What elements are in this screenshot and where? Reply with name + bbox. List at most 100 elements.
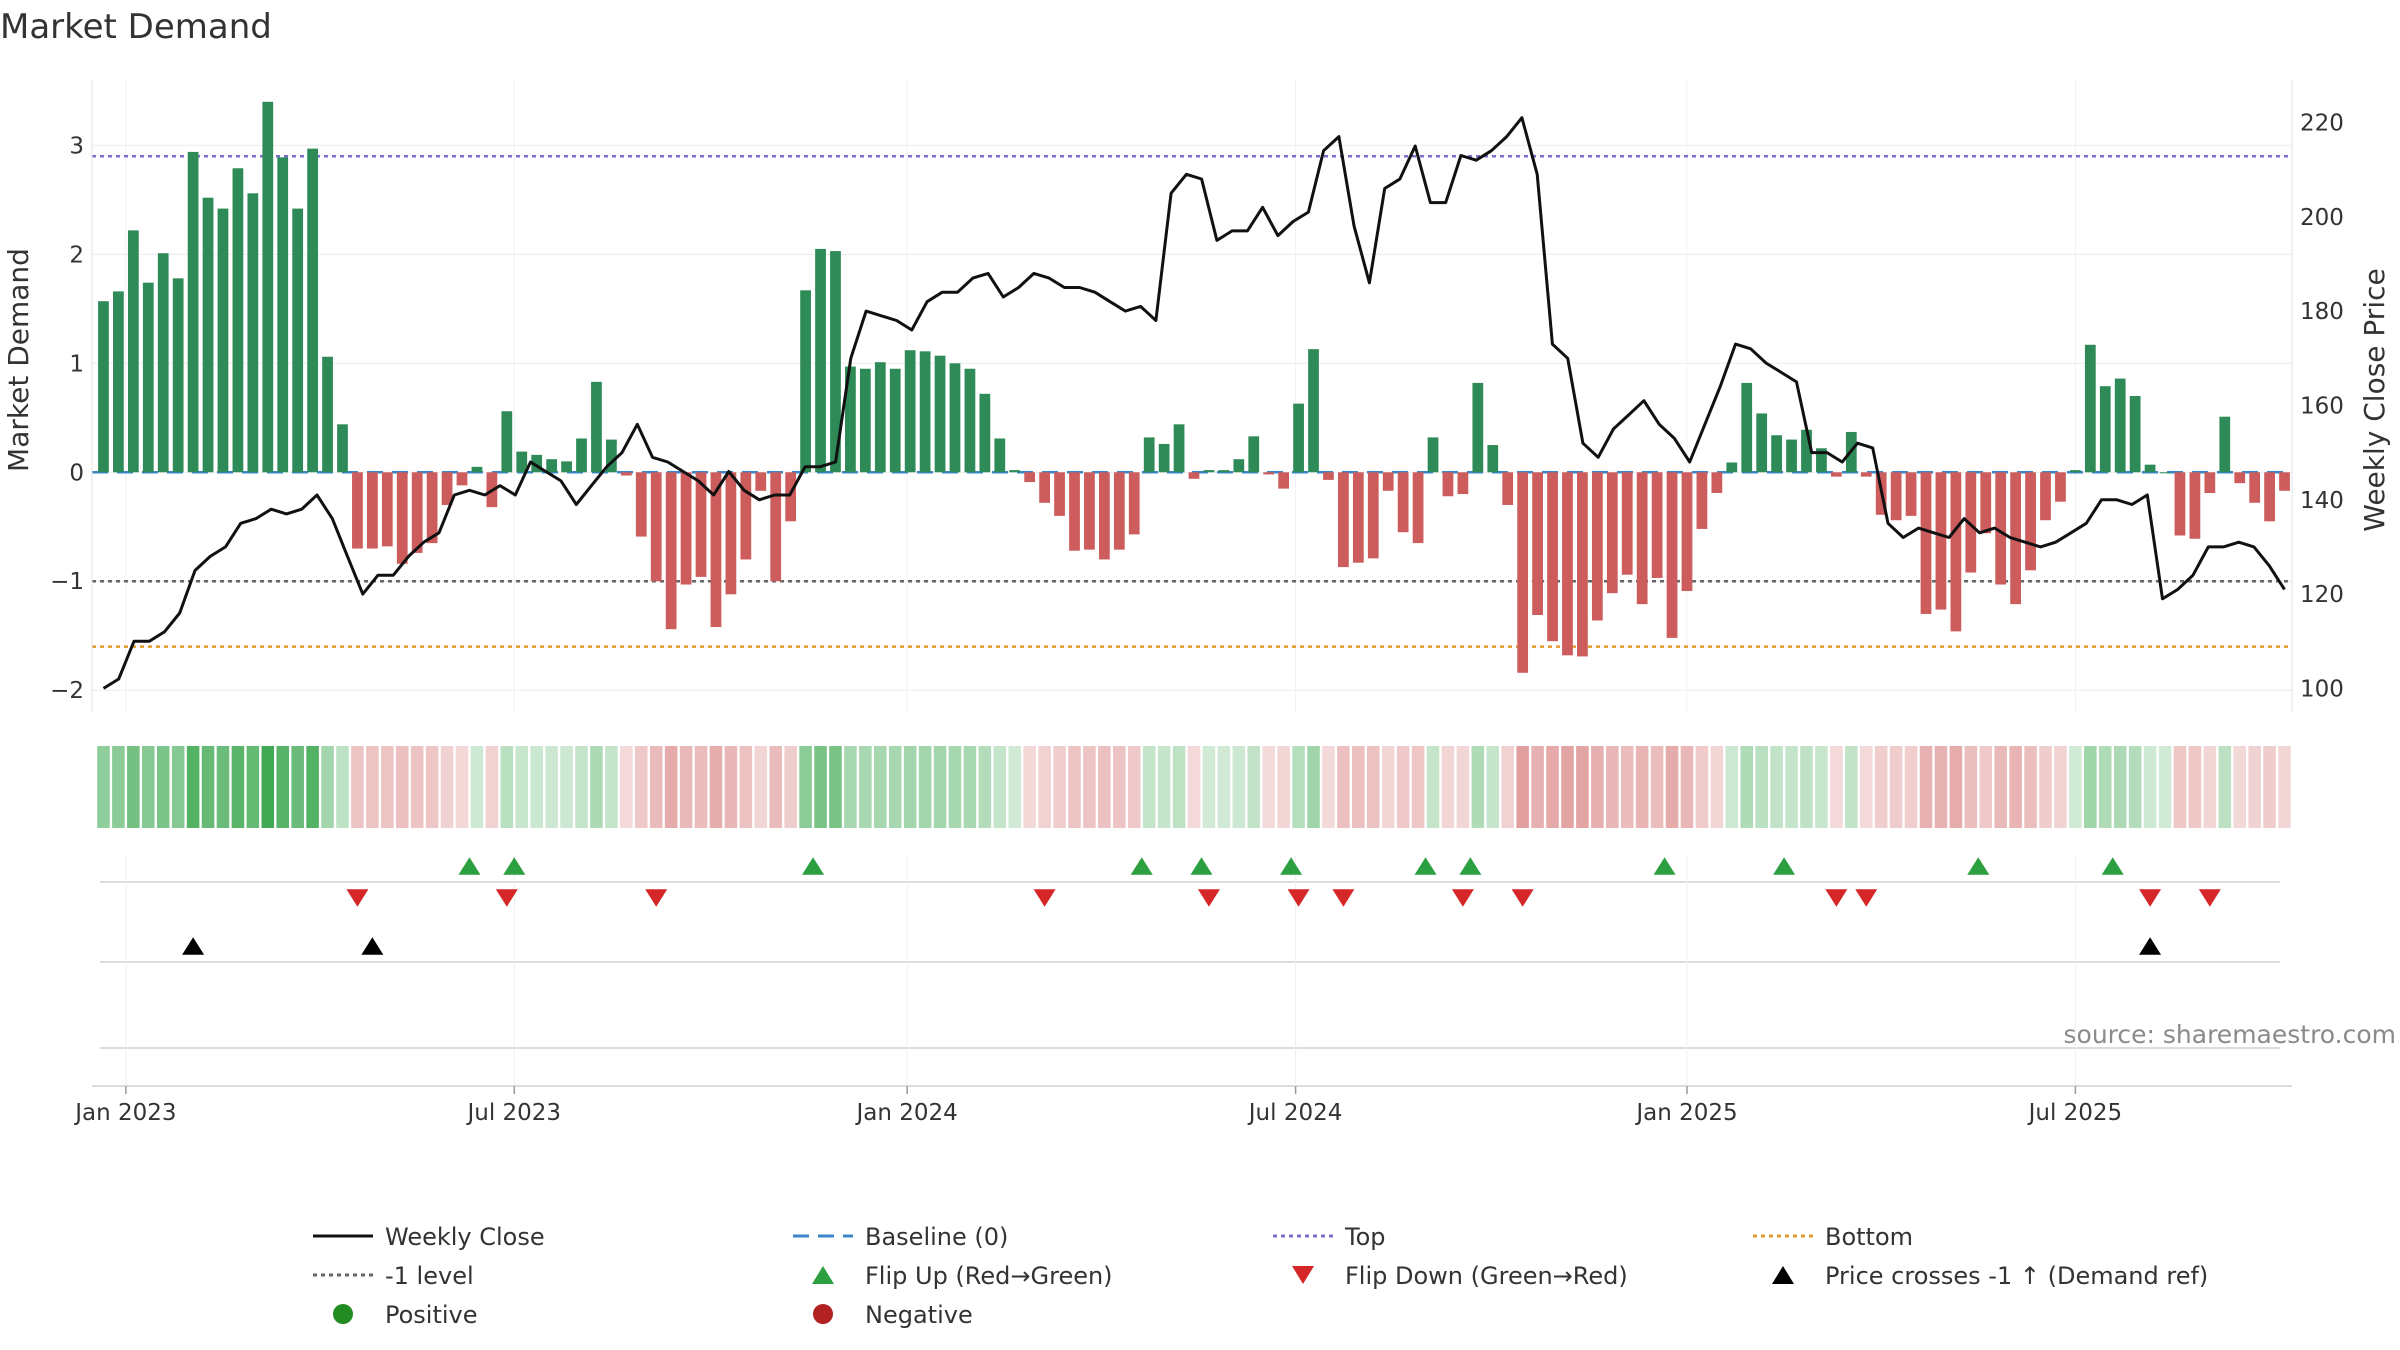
negative-demand-bar (366, 472, 378, 549)
positive-demand-bar (815, 248, 826, 473)
negative-demand-bar (680, 472, 692, 585)
negative-demand-bar (1188, 472, 1200, 479)
positive-demand-bar (98, 301, 109, 473)
positive-demand-bar (845, 366, 856, 473)
legend-item-positive: Positive (333, 1301, 478, 1329)
strip-cell (1859, 746, 1873, 828)
left-tick-label: 1 (69, 351, 84, 377)
strip-cell (425, 746, 439, 828)
strip-cell (515, 746, 529, 828)
strip-cell (724, 746, 738, 828)
strip-cell (1620, 746, 1634, 828)
strip-cell (112, 746, 125, 828)
strip-cell (1262, 746, 1275, 828)
price-cross-marker (182, 937, 205, 955)
right-tick-label: 120 (2300, 582, 2344, 608)
positive-demand-bar (172, 278, 184, 473)
strip-cell (1053, 746, 1066, 828)
flip-up-marker (802, 857, 825, 875)
strip-cell (560, 746, 573, 828)
positive-demand-bar (1308, 349, 1319, 473)
flip-up-marker (1280, 857, 1303, 875)
strip-cell (634, 746, 648, 828)
strip-cell (993, 746, 1007, 828)
demand-color-strip (97, 746, 2291, 828)
strip-cell (1113, 746, 1126, 828)
positive-demand-bar (1816, 448, 1827, 473)
legend-item-flip_down: Flip Down (Green→Red) (1292, 1262, 1628, 1290)
strip-cell (1591, 746, 1604, 828)
strip-cell (963, 746, 977, 828)
positive-demand-bar (113, 291, 124, 473)
strip-cell (2054, 746, 2067, 828)
negative-demand-bar (2234, 472, 2246, 484)
strip-cell (769, 746, 782, 828)
price-cross-marker (2139, 937, 2162, 955)
strip-cell (649, 746, 663, 828)
strip-cell (2248, 746, 2261, 828)
strip-cell (1889, 746, 1903, 828)
strip-cell (306, 746, 319, 828)
legend-label-flip_down: Flip Down (Green→Red) (1345, 1262, 1628, 1290)
positive-demand-bar (471, 466, 483, 473)
negative-demand-bar (1084, 472, 1095, 550)
left-tick-label: 2 (69, 242, 84, 268)
strip-cell (530, 746, 543, 828)
x-tick-label: Jan 2023 (73, 1100, 176, 1126)
positive-demand-bar (1173, 424, 1185, 473)
strip-cell (664, 746, 678, 828)
positive-demand-bar (127, 230, 139, 473)
negative-demand-bar (1562, 472, 1573, 656)
strip-cell (1142, 746, 1156, 828)
negative-demand-bar (381, 472, 393, 547)
strip-cell (276, 746, 290, 828)
positive-demand-bar (292, 208, 304, 473)
strip-cell (142, 746, 155, 828)
negative-demand-bar (1502, 472, 1514, 505)
negative-demand-bar (2204, 472, 2216, 493)
negative-demand-bar (411, 472, 423, 553)
strip-cell (2098, 746, 2112, 828)
negative-demand-bar (1980, 472, 1992, 534)
right-tick-label: 100 (2300, 676, 2344, 702)
strip-cell (1172, 746, 1186, 828)
negative-demand-bar (1039, 472, 1050, 503)
negative-demand-bar (1547, 472, 1558, 642)
strip-cell (1232, 746, 1246, 828)
positive-demand-bar (979, 393, 991, 473)
positive-demand-bar (904, 350, 916, 473)
positive-demand-bar (576, 438, 587, 473)
flip-up-marker (1190, 857, 1213, 875)
strip-cell (1307, 746, 1320, 828)
positive-demand-bar (889, 368, 901, 473)
right-tick-label: 140 (2300, 488, 2344, 514)
legend-label-top: Top (1344, 1223, 1386, 1251)
left-tick-label: −2 (50, 678, 84, 704)
positive-demand-bar (1472, 382, 1484, 473)
strip-cell (1098, 746, 1111, 828)
negative-demand-bar (1995, 472, 2007, 585)
positive-demand-bar (277, 157, 289, 473)
strip-cell (2188, 746, 2202, 828)
negative-demand-bar (1830, 472, 1842, 477)
negative-demand-bar (1950, 472, 1962, 632)
strip-cell (2278, 746, 2291, 828)
strip-cell (97, 746, 110, 828)
negative-demand-bar (1935, 472, 1947, 610)
negative-demand-bar (1636, 472, 1648, 605)
negative-demand-bar (2279, 472, 2290, 491)
x-tick-label: Jan 2025 (1634, 1100, 1737, 1126)
legend-swatch-negative (813, 1304, 833, 1324)
strip-cell (978, 746, 992, 828)
positive-demand-bar (859, 368, 871, 473)
legend-item-flip_up: Flip Up (Red→Green) (812, 1262, 1113, 1290)
strip-cell (590, 746, 603, 828)
positive-demand-bar (830, 251, 841, 473)
strip-cell (1217, 746, 1231, 828)
negative-demand-bar (1860, 472, 1872, 477)
right-tick-label: 200 (2300, 205, 2344, 231)
positive-demand-bar (1801, 429, 1812, 473)
flip-down-marker (1197, 889, 1220, 907)
strip-cell (1680, 746, 1694, 828)
